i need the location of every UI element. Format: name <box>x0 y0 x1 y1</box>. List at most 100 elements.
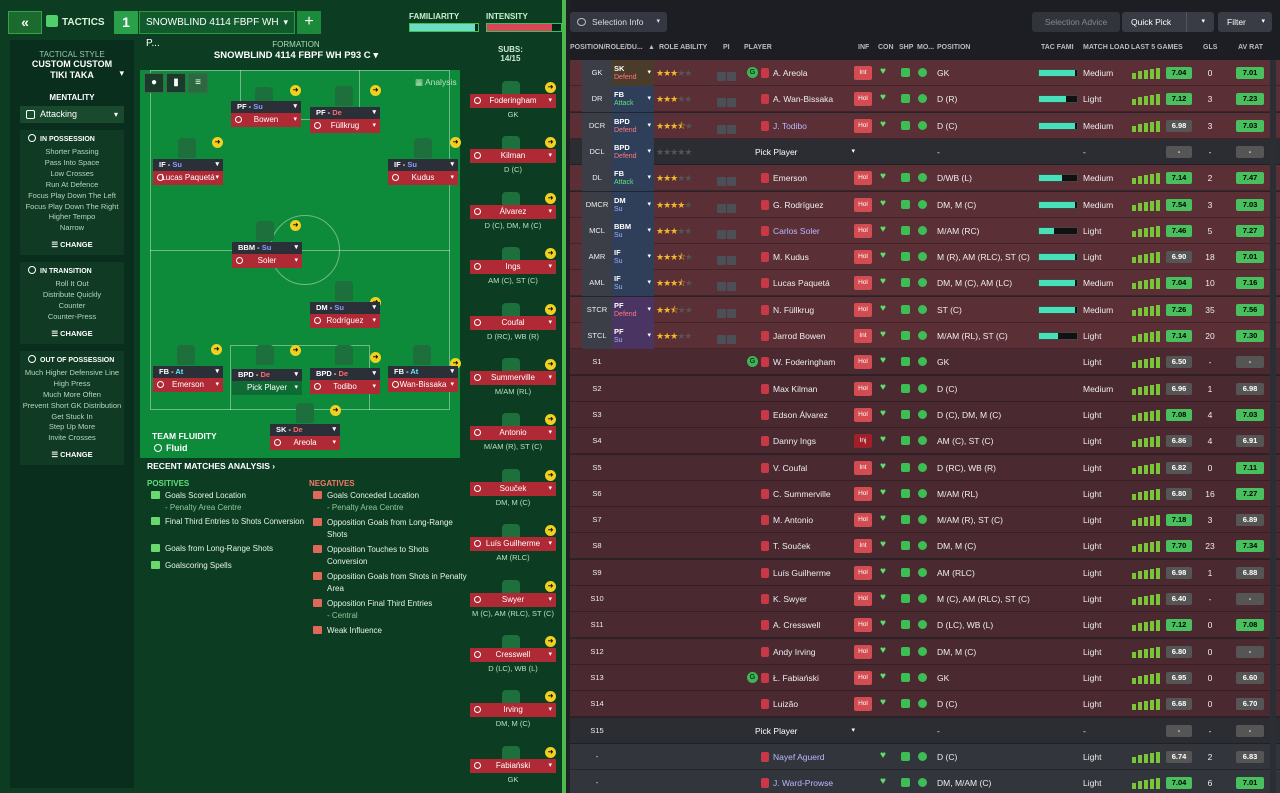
player-instruction-icon[interactable]: ➜ <box>330 405 341 416</box>
player-shirt-icon[interactable] <box>177 345 195 365</box>
player-instruction-icon[interactable]: ➜ <box>545 636 556 647</box>
player-name[interactable]: Areola ▾ <box>270 436 340 450</box>
player-name[interactable]: Rodríguez ▾ <box>310 314 380 328</box>
sub-card[interactable]: Coufal ▾ D (RC), WB (R) <box>470 315 556 341</box>
table-row[interactable]: AML IF Su ▾ ★★★⯪★ Lucas Paquetá Hol ♥ DM, M (C),… <box>570 270 1280 297</box>
table-row[interactable]: S11 A. Cresswell Hol ♥ D (LC), WB (L) Light 7.… <box>570 612 1280 639</box>
player-name[interactable]: K. Swyer <box>773 594 808 604</box>
player-name[interactable]: G. Rodríguez <box>773 199 824 210</box>
col-match-load[interactable]: MATCH LOAD <box>1083 44 1130 51</box>
position-cell[interactable]: S14 <box>590 699 604 709</box>
position-cell[interactable]: STCR <box>582 296 612 323</box>
role-duty-cell[interactable]: BPD Defend ▾ <box>612 112 654 139</box>
table-row[interactable]: S10 K. Swyer Hol ♥ M (C), AM (RLC), ST (C) Li… <box>570 586 1280 612</box>
chart-view-button[interactable]: ▮ <box>166 73 186 93</box>
player-instructions-icons[interactable] <box>717 226 739 239</box>
intensity-bar[interactable] <box>486 23 562 32</box>
position-cell[interactable]: S12 <box>590 646 604 656</box>
table-row[interactable]: GK SK Defend ▾ ★★★★★ G A. Areola Int ♥ GK Medium 7.… <box>570 60 1280 86</box>
info-badge[interactable]: Int <box>854 460 872 475</box>
table-row[interactable]: STCL PF Su ▾ ★★★★★ Jarrod Bowen Int ♥ M/AM (RL),… <box>570 323 1280 349</box>
player-shirt-icon[interactable] <box>413 345 431 365</box>
player-name[interactable]: Luizão <box>773 699 799 710</box>
formation-dropdown[interactable]: SNOWBLIND 4114 FBPF WH P93 C ▾ <box>136 50 456 61</box>
player-instruction-icon[interactable]: ➜ <box>450 358 461 369</box>
player-name[interactable]: C. Summerville <box>773 488 831 499</box>
add-tactic-button[interactable]: + <box>297 11 321 34</box>
position-cell[interactable]: S4 <box>592 436 602 446</box>
player-shirt-icon[interactable] <box>296 403 314 423</box>
info-badge[interactable]: Hol <box>854 486 872 501</box>
tactic-name-dropdown[interactable]: SNOWBLIND 4114 FBPF WH P... ▾ <box>139 11 295 49</box>
out-of-possession-change-button[interactable]: ☰ CHANGE <box>51 450 93 460</box>
info-badge[interactable]: Int <box>854 539 872 554</box>
in-transition-change-button[interactable]: ☰ CHANGE <box>51 328 93 338</box>
position-cell[interactable]: S5 <box>592 462 602 472</box>
table-row[interactable]: S8 T. Souček Int ♥ DM, M (C) Light 7.70 23 7.34 <box>570 533 1280 560</box>
position-cell[interactable]: - <box>595 751 599 761</box>
player-instructions-icons[interactable] <box>717 68 739 81</box>
table-row[interactable]: S3 Edson Álvarez Hol ♥ D (C), DM, M (C) Light… <box>570 401 1280 428</box>
sub-card[interactable]: Antonio ▾ M/AM (R), ST (C) <box>470 426 556 451</box>
sub-name[interactable]: Antonio ▾ <box>470 426 556 441</box>
info-badge[interactable]: Hol <box>854 223 872 238</box>
player-name[interactable]: T. Souček <box>773 541 811 552</box>
player-name[interactable]: Andy Irving <box>773 646 816 657</box>
sub-name[interactable]: Ings ▾ <box>470 260 556 275</box>
chevron-down-icon[interactable]: ▾ <box>1201 18 1205 25</box>
info-badge[interactable]: Int <box>854 66 872 80</box>
player-name[interactable]: Emerson ▾ <box>153 378 223 392</box>
player-shirt-icon[interactable] <box>335 281 353 301</box>
player-name[interactable]: Nayef Aguerd <box>773 751 825 762</box>
player-instruction-icon[interactable]: ➜ <box>290 220 301 231</box>
position-cell[interactable]: S6 <box>592 488 602 498</box>
player-instruction-icon[interactable]: ➜ <box>545 192 556 204</box>
player-instruction-icon[interactable]: ➜ <box>545 469 556 481</box>
col-tac-fam[interactable]: TAC FAMI <box>1041 44 1074 51</box>
role-duty-cell[interactable]: FB Attack ▾ <box>612 165 654 192</box>
recent-matches-analysis[interactable]: RECENT MATCHES ANALYSIS › <box>147 461 467 471</box>
player-instruction-icon[interactable]: ➜ <box>545 525 556 537</box>
position-cell[interactable]: S15 <box>590 725 604 735</box>
selection-info-dropdown[interactable]: Selection Info ▾ <box>570 12 667 32</box>
pitch-player-6[interactable]: DM - Su ▾ Rodríguez ▾ <box>310 302 380 328</box>
table-row[interactable]: DCL BPD Defend ▾ ★★★★★ Pick Player ▾ - - - - - <box>570 138 1280 165</box>
player-instruction-icon[interactable]: ➜ <box>545 580 556 592</box>
position-cell[interactable]: GK <box>582 60 612 86</box>
player-name[interactable]: A. Areola <box>773 68 808 78</box>
player-name[interactable]: J. Ward-Prowse <box>773 778 834 789</box>
info-badge[interactable]: Hol <box>854 92 872 107</box>
analysis-button[interactable]: ▦ Analysis <box>415 77 457 87</box>
sub-name[interactable]: Foderingham ▾ <box>470 94 556 108</box>
player-name[interactable]: Bowen ▾ <box>231 113 301 127</box>
role-duty-cell[interactable]: IF Su ▾ <box>612 270 654 297</box>
role-duty-cell[interactable]: PF Su ▾ <box>612 323 654 349</box>
col-position[interactable]: POSITION <box>937 44 971 51</box>
player-instructions-icons[interactable] <box>717 200 739 213</box>
sub-name[interactable]: Souček ▾ <box>470 481 556 496</box>
player-instruction-icon[interactable]: ➜ <box>545 82 556 93</box>
player-instruction-icon[interactable]: ➜ <box>545 248 556 260</box>
info-badge[interactable]: Hol <box>854 250 872 265</box>
role-duty-cell[interactable]: BBM Su ▾ <box>612 217 654 244</box>
player-name[interactable]: Danny Ings <box>773 436 816 447</box>
pitch-player-2[interactable]: PF - De ▾ Füllkrug ▾ <box>310 107 380 133</box>
pitch-player-9[interactable]: BPD - De ▾ Todibo ▾ <box>310 368 380 394</box>
position-cell[interactable]: DCL <box>582 138 612 165</box>
player-instructions-icons[interactable] <box>717 94 739 108</box>
player-instruction-icon[interactable]: ➜ <box>545 137 556 149</box>
player-name[interactable]: M. Antonio <box>773 515 814 526</box>
selection-advice-button[interactable]: Selection Advice <box>1032 12 1120 32</box>
sub-card[interactable]: Luís Guilherme ▾ AM (RLC) <box>470 537 556 562</box>
filter-button[interactable]: Filter ▾ <box>1218 12 1272 32</box>
player-role[interactable]: FB - At ▾ <box>153 366 223 378</box>
sub-name[interactable]: Kilman ▾ <box>470 149 556 164</box>
position-cell[interactable]: S11 <box>590 620 604 630</box>
tactical-style-value[interactable]: CUSTOM CUSTOM TIKI TAKA <box>31 59 113 80</box>
player-name[interactable]: Pick Player ▾ <box>232 381 302 395</box>
table-row[interactable]: DMCR DM Su ▾ ★★★★★ G. Rodríguez Hol ♥ DM, M (C) M… <box>570 191 1280 218</box>
table-row[interactable]: DL FB Attack ▾ ★★★★★ Emerson Hol ♥ D/WB (L) Mediu… <box>570 165 1280 192</box>
player-name[interactable]: Luís Guilherme <box>773 567 831 578</box>
position-cell[interactable]: S9 <box>592 567 602 577</box>
position-cell[interactable]: S10 <box>590 594 604 603</box>
